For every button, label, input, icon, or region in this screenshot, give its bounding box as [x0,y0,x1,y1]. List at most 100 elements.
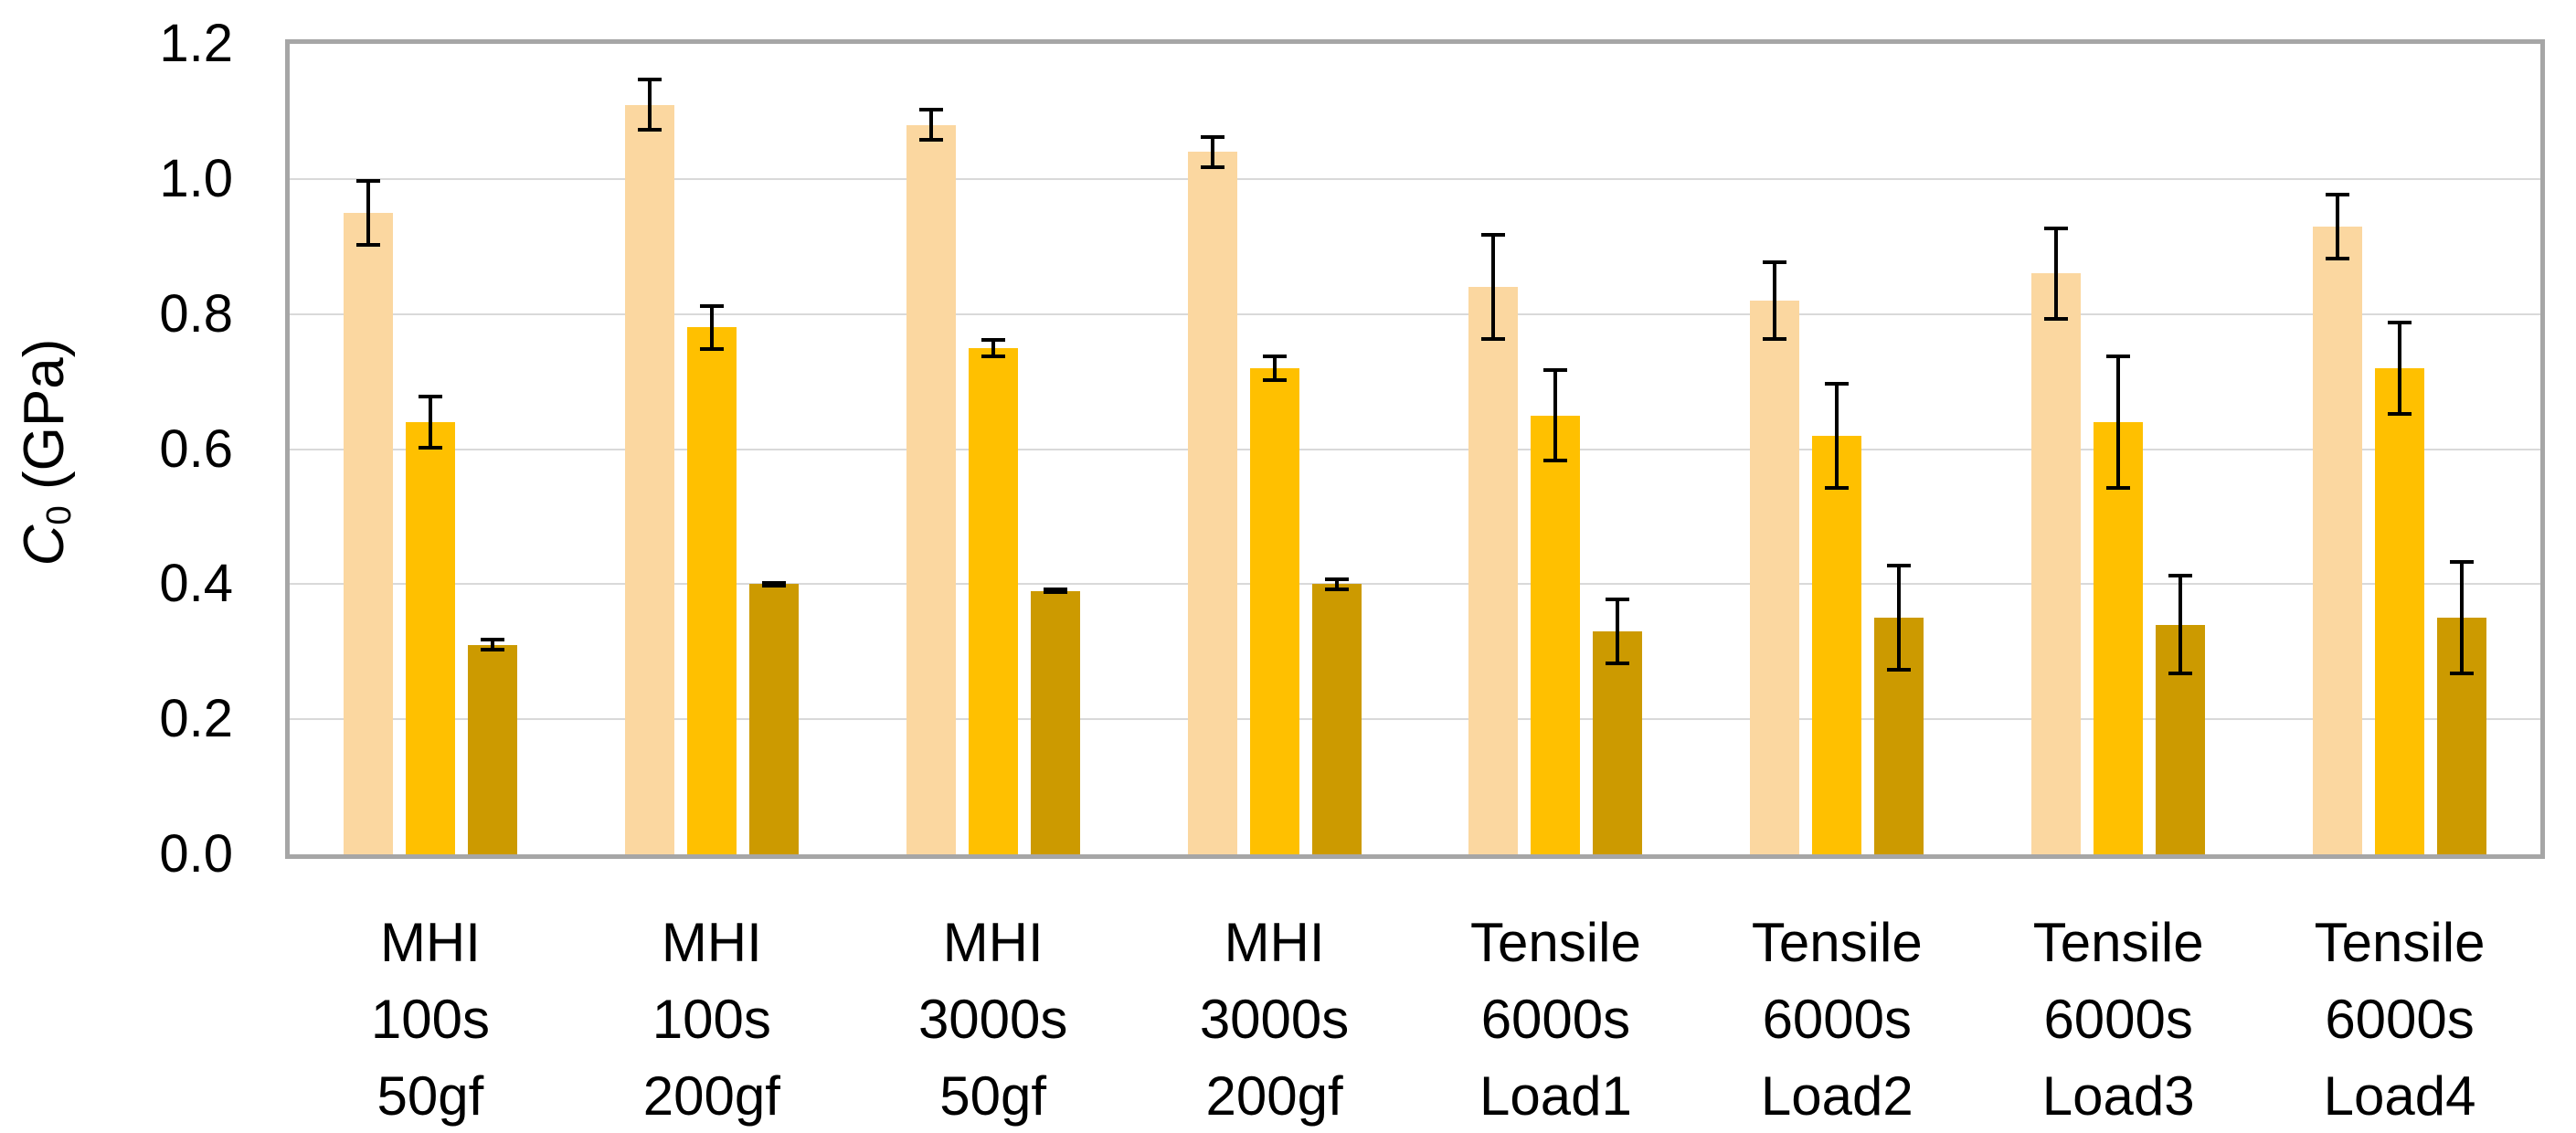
x-category-label-line: Tensile [1470,912,1641,973]
x-category-label-line: 200gf [642,1065,780,1127]
error-bar-cap [637,77,662,81]
x-category-label-line: 6000s [1480,989,1631,1050]
error-bar-cap [1606,598,1630,602]
error-bar-cap [1262,355,1287,359]
bar [906,124,956,854]
x-category-label: Tensile 6000s Load4 [2259,905,2540,1133]
x-category-label-line: Tensile [2032,912,2204,973]
error-bar [366,178,370,247]
error-bar [1272,355,1277,382]
error-bar-cap [2450,560,2475,565]
error-bar [1334,577,1339,591]
bar [343,212,393,854]
error-bar-cap [918,108,943,112]
x-category-label-line: 6000s [2325,989,2475,1050]
error-bar-cap [981,354,1005,358]
x-category-label: Tensile 6000s Load2 [1696,905,1977,1133]
error-bar-cap [2326,192,2350,196]
error-bar-cap [1887,564,1912,568]
x-category-label: MHI 100s 200gf [571,905,853,1133]
error-bar-cap [761,584,786,588]
bar [1750,300,1800,854]
error-bar-cap [699,347,724,352]
x-category-label-line: 3000s [1199,989,1350,1050]
x-category-label-line: Load4 [2323,1065,2476,1127]
x-category-label-line: 6000s [1762,989,1913,1050]
error-bar-cap [761,580,786,585]
x-category-label-line: 200gf [1205,1065,1343,1127]
error-bar-cap [2388,411,2412,416]
error-bar-cap [1763,337,1787,342]
x-category-label-line: 50gf [939,1065,1047,1127]
error-bar-cap [2106,355,2131,359]
gridline [290,312,2540,315]
bar [2313,226,2363,854]
bar [2094,421,2144,854]
error-bar [1210,134,1214,169]
error-bar-cap [2450,672,2475,676]
y-axis-title-subscript: 0 [39,505,80,525]
bar [1531,415,1581,854]
bar [1311,584,1362,854]
gridline [290,583,2540,586]
error-bar [1835,381,1839,490]
y-tick-label: 1.2 [159,14,233,73]
error-bar [647,77,652,132]
error-bar-cap [1200,164,1224,169]
error-bar-cap [1887,668,1912,672]
error-bar [490,638,494,652]
x-category-label-line: MHI [1224,912,1325,973]
error-bar-cap [2388,321,2412,325]
error-bar-cap [1825,381,1850,386]
error-bar-cap [1543,459,1568,463]
error-bar-cap [1262,377,1287,382]
plot-area [285,39,2545,859]
bar [1468,287,1519,854]
x-category-label-line: 100s [652,989,771,1050]
error-bar [2336,192,2340,260]
error-bar [2398,321,2402,416]
x-category-label: MHI 100s 50gf [290,905,571,1133]
error-bar [2054,226,2059,322]
x-category-label-line: MHI [661,912,762,973]
bar [1249,367,1299,854]
error-bar-cap [480,638,504,642]
bar [748,584,799,854]
bar [1187,152,1237,854]
x-category-label: Tensile 6000s Load3 [1977,905,2259,1133]
y-tick-label: 1.0 [159,148,233,208]
error-bar-cap [1763,259,1787,264]
error-bar [928,108,933,143]
error-bar [2460,560,2465,676]
x-category-label: Tensile 6000s Load1 [1415,905,1697,1133]
y-tick-label: 0.4 [159,554,233,614]
error-bar-cap [2326,256,2350,260]
x-category-label: MHI 3000s 50gf [853,905,1134,1133]
bar [1030,590,1080,854]
x-category-label-line: MHI [379,912,481,973]
error-bar-cap [2168,574,2193,578]
error-bar-cap [1481,337,1506,342]
x-category-label-line: 100s [370,989,490,1050]
bar [2031,273,2082,854]
error-bar [2178,574,2183,676]
x-category-label-line: Load1 [1479,1065,1632,1127]
bar [624,104,674,854]
bar [2375,367,2425,854]
error-bar [1773,259,1777,342]
error-bar-cap [1606,662,1630,666]
x-category-label-line: 6000s [2043,989,2193,1050]
error-bar [428,395,432,450]
error-bar [1897,564,1902,672]
error-bar-cap [418,395,442,399]
error-bar-cap [1324,577,1349,581]
bar [467,644,517,854]
y-tick-label: 0.2 [159,689,233,749]
gridline [290,448,2540,450]
error-bar-cap [918,138,943,143]
error-bar-cap [355,242,380,247]
error-bar-cap [2106,485,2131,490]
error-bar-cap [2168,672,2193,676]
bar [1593,631,1643,854]
